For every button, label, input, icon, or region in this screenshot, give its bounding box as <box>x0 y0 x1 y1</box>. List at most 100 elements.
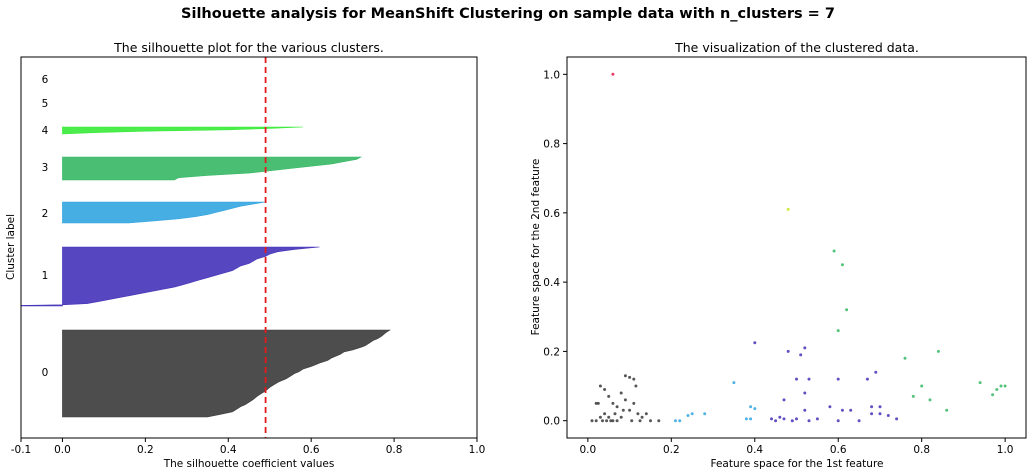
scatter-point-cluster-2 <box>749 405 753 409</box>
cluster-label-2: 2 <box>42 208 49 220</box>
silhouette-xtick-label: 0.6 <box>303 444 320 456</box>
silhouette-xtick-label: 0.2 <box>137 444 154 456</box>
scatter-ylabel: Feature space for the 2nd feature <box>530 159 542 336</box>
scatter-point-cluster-0 <box>636 412 640 416</box>
scatter-point-cluster-1 <box>870 412 874 416</box>
scatter-xtick-label: 0.8 <box>913 444 930 456</box>
scatter-xtick-label: 0.6 <box>830 444 847 456</box>
scatter-point-cluster-1 <box>799 353 803 357</box>
scatter-point-cluster-1 <box>865 377 869 381</box>
scatter-point-cluster-2 <box>678 419 682 423</box>
silhouette-xtick-label: 1.0 <box>469 444 486 456</box>
figure-suptitle: Silhouette analysis for MeanShift Cluste… <box>181 6 835 22</box>
scatter-point-cluster-0 <box>615 419 619 423</box>
scatter-point-cluster-0 <box>598 415 602 419</box>
scatter-point-cluster-2 <box>732 381 736 385</box>
scatter-point-cluster-0 <box>605 419 609 423</box>
scatter-point-cluster-1 <box>795 377 798 381</box>
scatter-point-cluster-2 <box>753 407 757 411</box>
scatter-point-cluster-1 <box>836 419 840 423</box>
scatter-plot-title: The visualization of the clustered data. <box>674 40 919 55</box>
scatter-point-cluster-3 <box>920 384 924 388</box>
scatter-point-cluster-2 <box>674 419 677 423</box>
cluster-label-4: 4 <box>42 125 49 137</box>
scatter-point-cluster-0 <box>619 391 623 395</box>
scatter-point-cluster-1 <box>753 341 757 345</box>
silhouette-plot: The silhouette plot for the various clus… <box>5 40 485 470</box>
cluster-scatter-plot: The visualization of the clustered data.… <box>530 40 1027 470</box>
scatter-point-cluster-0 <box>644 412 648 416</box>
scatter-point-cluster-1 <box>886 414 890 417</box>
scatter-point-cluster-3 <box>991 393 995 397</box>
scatter-xlabel: Feature space for the 1st feature <box>710 458 883 470</box>
scatter-ytick-label: 0.8 <box>543 139 560 151</box>
scatter-point-cluster-3 <box>995 388 999 391</box>
silhouette-xtick-label: 0.4 <box>220 444 237 456</box>
scatter-point-cluster-1 <box>803 408 807 412</box>
silhouette-ylabel: Cluster label <box>5 214 17 280</box>
scatter-point-cluster-0 <box>621 408 625 412</box>
scatter-point-cluster-0 <box>638 419 642 423</box>
scatter-ytick-label: 0.2 <box>543 346 560 358</box>
scatter-point-cluster-3 <box>936 349 940 353</box>
scatter-point-cluster-2 <box>749 417 753 421</box>
scatter-point-cluster-2 <box>744 417 748 421</box>
scatter-point-cluster-2 <box>703 412 707 416</box>
scatter-point-cluster-1 <box>878 405 882 409</box>
scatter-point-cluster-1 <box>874 370 878 374</box>
scatter-point-cluster-1 <box>803 346 807 350</box>
scatter-point-cluster-0 <box>596 401 600 405</box>
scatter-point-cluster-1 <box>774 419 778 423</box>
scatter-point-cluster-3 <box>999 384 1003 388</box>
scatter-point-cluster-0 <box>632 401 636 405</box>
scatter-point-cluster-1 <box>895 417 899 421</box>
scatter-point-cluster-3 <box>928 398 932 402</box>
scatter-point-cluster-1 <box>828 405 832 409</box>
scatter-point-cluster-2 <box>690 412 694 416</box>
cluster-label-0: 0 <box>42 367 49 379</box>
cluster-label-3: 3 <box>42 162 49 174</box>
scatter-xtick-label: 0.0 <box>580 444 597 456</box>
scatter-point-cluster-3 <box>903 356 907 360</box>
scatter-point-cluster-0 <box>603 412 607 416</box>
scatter-point-cluster-6 <box>611 72 615 76</box>
scatter-point-cluster-1 <box>790 419 794 423</box>
scatter-point-cluster-1 <box>857 419 861 423</box>
scatter-point-cluster-1 <box>770 417 773 421</box>
scatter-point-cluster-0 <box>611 401 615 405</box>
scatter-point-cluster-0 <box>603 388 607 391</box>
silhouette-band-cluster-0 <box>62 329 391 418</box>
scatter-point-cluster-1 <box>815 417 819 421</box>
scatter-point-cluster-1 <box>840 408 844 412</box>
scatter-point-cluster-0 <box>594 401 598 405</box>
scatter-point-cluster-1 <box>849 408 853 412</box>
scatter-point-cluster-1 <box>803 391 807 395</box>
scatter-point-cluster-0 <box>613 412 617 416</box>
silhouette-plot-frame <box>20 56 478 439</box>
silhouette-xtick-label: -0.1 <box>11 444 32 456</box>
cluster-label-5: 5 <box>42 98 49 110</box>
scatter-point-cluster-1 <box>870 405 874 409</box>
scatter-point-cluster-3 <box>978 381 982 385</box>
scatter-point-cluster-0 <box>607 415 611 419</box>
scatter-point-cluster-0 <box>607 394 611 398</box>
scatter-point-cluster-2 <box>686 414 690 417</box>
scatter-point-cluster-0 <box>615 405 619 409</box>
scatter-point-cluster-0 <box>632 377 636 381</box>
cluster-label-6: 6 <box>42 74 49 86</box>
scatter-point-cluster-0 <box>619 415 623 419</box>
silhouette-band-cluster-4 <box>62 126 303 135</box>
silhouette-xlabel: The silhouette coefficient values <box>163 458 335 470</box>
scatter-point-cluster-1 <box>836 377 840 381</box>
scatter-point-cluster-0 <box>657 419 661 423</box>
scatter-point-cluster-0 <box>601 419 604 423</box>
cluster-label-1: 1 <box>42 270 49 282</box>
scatter-point-cluster-0 <box>598 384 602 388</box>
scatter-xtick-label: 0.2 <box>663 444 680 456</box>
scatter-point-cluster-0 <box>590 419 594 423</box>
scatter-point-cluster-3 <box>845 308 849 312</box>
silhouette-xtick-label: 0.8 <box>386 444 403 456</box>
scatter-point-cluster-0 <box>640 415 644 419</box>
scatter-point-cluster-0 <box>628 408 632 412</box>
silhouette-band-cluster-3 <box>62 156 363 181</box>
